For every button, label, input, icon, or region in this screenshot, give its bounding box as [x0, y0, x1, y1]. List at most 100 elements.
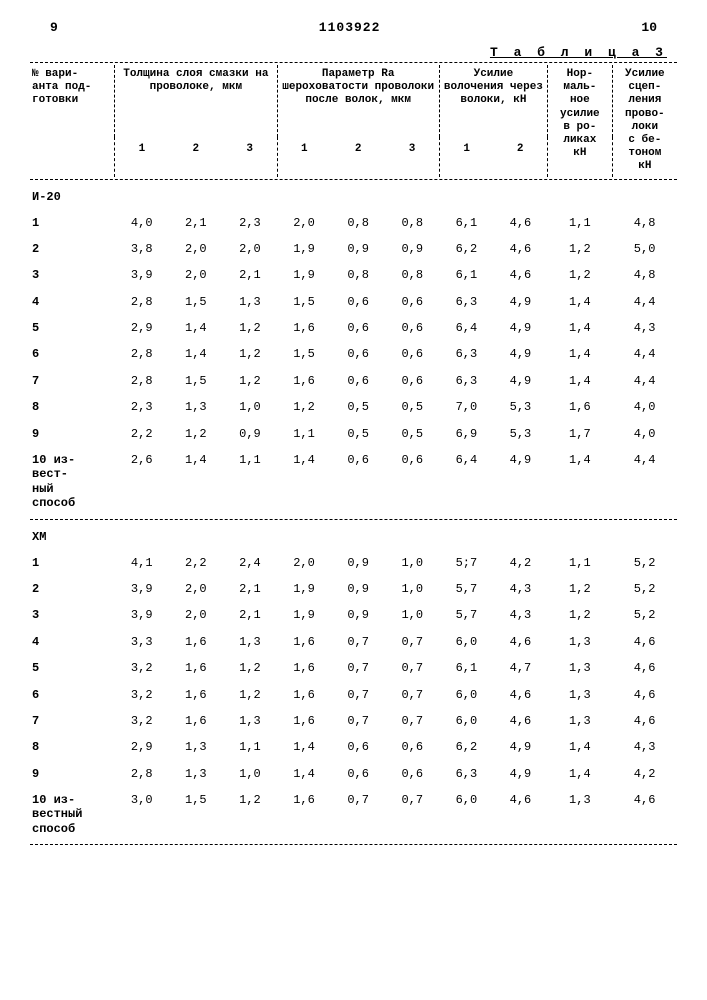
cell: 1,3: [548, 787, 613, 842]
cell: 1,9: [277, 236, 331, 262]
row-label: 1: [30, 550, 115, 576]
cell: 4,7: [493, 655, 547, 681]
cell: 1,5: [169, 368, 223, 394]
cell: 6,0: [439, 682, 493, 708]
cell: 0,7: [385, 708, 439, 734]
cell: 1,9: [277, 576, 331, 602]
cell: 2,1: [223, 576, 277, 602]
cell: 1,4: [169, 341, 223, 367]
cell: 5,7: [439, 602, 493, 628]
cell: 4,9: [493, 447, 547, 517]
cell: 4,3: [612, 315, 677, 341]
cell: 2,8: [115, 761, 169, 787]
cell: 3,2: [115, 708, 169, 734]
data-table: № вари- анта под- готовки Толщина слоя с…: [30, 65, 677, 842]
table-row: 43,31,61,31,60,70,76,04,61,34,6: [30, 629, 677, 655]
cell: 1,2: [277, 394, 331, 420]
cell: 4,6: [493, 236, 547, 262]
page-number-left: 9: [50, 20, 58, 35]
cell: 4,0: [115, 210, 169, 236]
cell: 4,6: [493, 787, 547, 842]
cell: 5,3: [493, 394, 547, 420]
row-label: 8: [30, 394, 115, 420]
cell: 1,4: [548, 289, 613, 315]
cell: 2,2: [169, 550, 223, 576]
cell: 2,6: [115, 447, 169, 517]
cell: 6,2: [439, 734, 493, 760]
cell: 1,3: [223, 629, 277, 655]
cell: 2,0: [169, 602, 223, 628]
cell: 2,8: [115, 368, 169, 394]
cell: 5,7: [439, 576, 493, 602]
cell: 0,7: [331, 787, 385, 842]
cell: 2,9: [115, 315, 169, 341]
cell: 1,3: [169, 394, 223, 420]
cell: 6,4: [439, 315, 493, 341]
table-row: 92,81,31,01,40,60,66,34,91,44,2: [30, 761, 677, 787]
cell: 4,9: [493, 289, 547, 315]
rule-top: [30, 62, 677, 63]
cell: 1,1: [223, 447, 277, 517]
sub-7: 1: [439, 137, 493, 177]
sub-4: 1: [277, 137, 331, 177]
cell: 1,1: [548, 550, 613, 576]
cell: 1,4: [277, 734, 331, 760]
cell: 0,5: [331, 394, 385, 420]
cell: 2,3: [223, 210, 277, 236]
cell: 0,6: [385, 315, 439, 341]
cell: 5,2: [612, 602, 677, 628]
cell: 4,3: [493, 576, 547, 602]
cell: 1,6: [277, 655, 331, 681]
table-row: 10 из- вест- ный способ2,61,41,11,40,60,…: [30, 447, 677, 517]
cell: 1,4: [548, 368, 613, 394]
cell: 6,3: [439, 368, 493, 394]
cell: 2,4: [223, 550, 277, 576]
cell: 1,2: [223, 368, 277, 394]
cell: 0,8: [385, 210, 439, 236]
cell: 0,9: [331, 550, 385, 576]
cell: 1,4: [277, 447, 331, 517]
cell: 4,9: [493, 315, 547, 341]
cell: 0,7: [331, 629, 385, 655]
cell: 5,0: [612, 236, 677, 262]
row-label: 10 из- вестный способ: [30, 787, 115, 842]
table-row: 72,81,51,21,60,60,66,34,91,44,4: [30, 368, 677, 394]
table-row: 14,12,22,42,00,91,05;74,21,15,2: [30, 550, 677, 576]
cell: 6,3: [439, 341, 493, 367]
table-body: И-2014,02,12,32,00,80,86,14,61,14,823,82…: [30, 177, 677, 843]
cell: 1,5: [169, 787, 223, 842]
cell: 6,4: [439, 447, 493, 517]
cell: 1,6: [169, 629, 223, 655]
cell: 0,8: [331, 210, 385, 236]
cell: 6,9: [439, 421, 493, 447]
table-row: 82,31,31,01,20,50,57,05,31,64,0: [30, 394, 677, 420]
cell: 1,6: [548, 394, 613, 420]
cell: 0,5: [385, 394, 439, 420]
cell: 6,3: [439, 761, 493, 787]
cell: 0,6: [385, 761, 439, 787]
cell: 1,0: [385, 576, 439, 602]
cell: 1,4: [548, 761, 613, 787]
cell: 1,2: [223, 682, 277, 708]
cell: 0,7: [385, 629, 439, 655]
table-caption: Т а б л и ц а 3: [30, 45, 667, 60]
cell: 3,9: [115, 262, 169, 288]
section-header: И-20: [30, 182, 677, 210]
cell: 0,9: [385, 236, 439, 262]
cell: 1,2: [223, 315, 277, 341]
cell: 4,6: [493, 262, 547, 288]
cell: 0,5: [385, 421, 439, 447]
row-label: 8: [30, 734, 115, 760]
cell: 0,6: [331, 315, 385, 341]
row-label: 6: [30, 341, 115, 367]
cell: 1,6: [169, 682, 223, 708]
cell: 0,6: [385, 289, 439, 315]
table-row: 10 из- вестный способ3,01,51,21,60,70,76…: [30, 787, 677, 842]
cell: 0,6: [385, 341, 439, 367]
cell: 3,9: [115, 576, 169, 602]
cell: 4,3: [493, 602, 547, 628]
row-label: 4: [30, 629, 115, 655]
cell: 0,6: [385, 447, 439, 517]
cell: 1,9: [277, 262, 331, 288]
cell: 6,3: [439, 289, 493, 315]
